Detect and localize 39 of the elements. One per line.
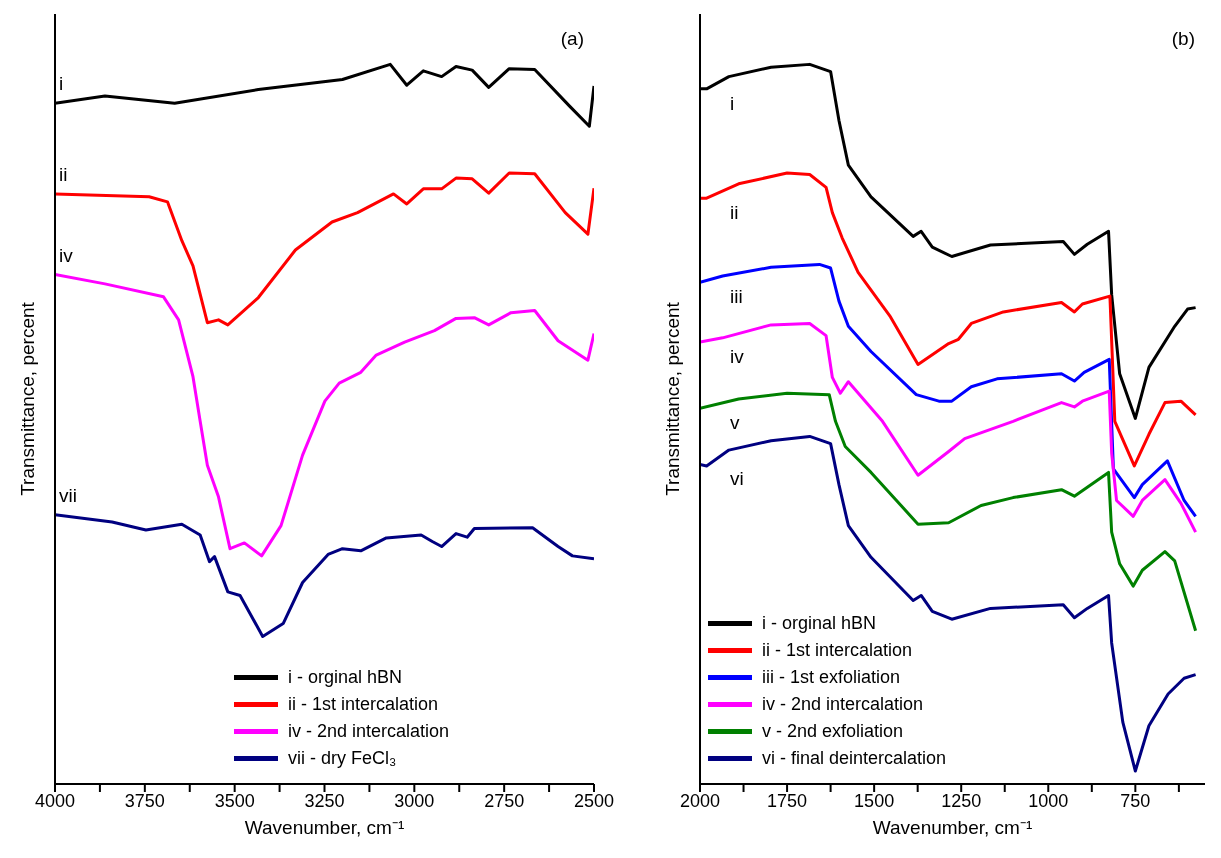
legend-label: vii - dry FeCl₃ [288, 747, 397, 770]
x-tick-label: 1000 [1028, 790, 1069, 811]
x-tick-label: 2000 [679, 790, 721, 811]
y-axis-title: Transmittance, percent [661, 301, 683, 496]
legend-label: iv - 2nd intercalation [288, 720, 450, 743]
x-axis-title: Wavenumber, cm⁻¹ [872, 817, 1033, 838]
x-tick-label: 2500 [573, 790, 615, 811]
x-tick-label: 3250 [304, 790, 345, 811]
legend-label: i - orginal hBN [288, 666, 403, 689]
x-tick-label: 1500 [854, 790, 895, 811]
x-tick-label: 750 [1120, 790, 1151, 811]
legend-label: iii - 1st exfoliation [762, 666, 901, 689]
legend-label: v - 2nd exfoliation [762, 720, 904, 743]
x-tick-label: 3000 [394, 790, 435, 811]
annotation: v [730, 412, 740, 435]
x-tick-label: 1250 [941, 790, 982, 811]
legend-label: vi - final deintercalation [762, 747, 947, 770]
annotation: iv [59, 244, 73, 267]
x-tick-label: 3750 [124, 790, 165, 811]
text: (b) [1171, 28, 1195, 50]
x-axis-title: Wavenumber, cm⁻¹ [244, 817, 405, 838]
annotation: i [730, 92, 735, 115]
legend-label: i - orginal hBN [762, 612, 877, 635]
annotation: ii [730, 202, 739, 225]
x-tick-label: 2750 [484, 790, 525, 811]
legend-label: ii - 1st intercalation [762, 639, 913, 662]
annotation: vi [730, 468, 744, 491]
text: (a) [560, 28, 584, 50]
legend-label: ii - 1st intercalation [288, 693, 439, 716]
x-tick-label: 3500 [214, 790, 255, 811]
annotation: ii [59, 163, 68, 186]
annotation: i [59, 73, 64, 96]
x-tick-label: 1750 [767, 790, 808, 811]
y-axis-title: Transmittance, percent [16, 301, 38, 496]
annotation: iii [730, 286, 743, 309]
legend-label: iv - 2nd intercalation [762, 693, 924, 716]
annotation: vii [59, 484, 77, 507]
x-tick-label: 4000 [34, 790, 76, 811]
annotation: iv [730, 346, 744, 369]
